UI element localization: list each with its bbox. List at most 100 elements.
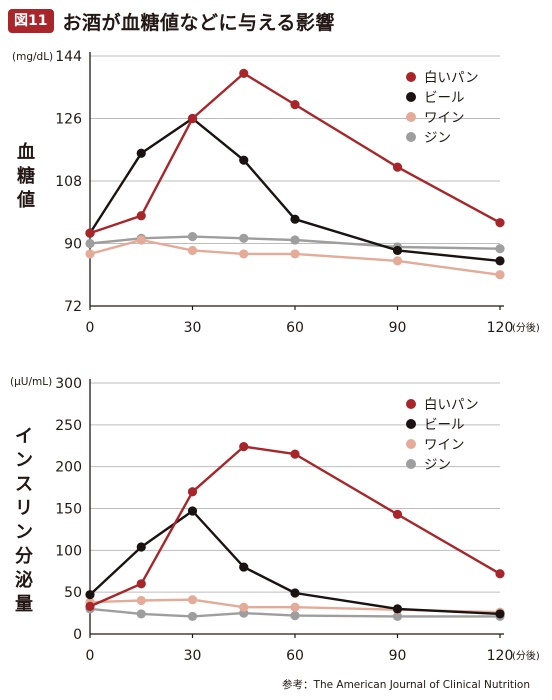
data-point [392, 245, 403, 256]
data-point [290, 100, 300, 110]
figure-title: お酒が血糖値などに与える影響 [62, 11, 335, 34]
data-point [136, 595, 146, 606]
data-point [392, 604, 403, 614]
data-point [392, 611, 403, 622]
data-point [239, 68, 249, 78]
data-point [187, 113, 198, 124]
data-point [495, 244, 505, 254]
legend-label: ジン [424, 457, 451, 473]
data-point [239, 562, 249, 572]
data-point [239, 441, 249, 452]
legend-marker [406, 92, 416, 102]
data-point [187, 611, 198, 622]
x-tick-label: 120 [487, 648, 514, 664]
data-point [495, 569, 505, 579]
x-tick-label: 60 [286, 320, 304, 336]
legend-label: 白いパン [424, 70, 479, 86]
y-tick-label: 108 [55, 174, 82, 190]
legend-label: ワイン [424, 437, 465, 453]
y-tick-label: 200 [55, 460, 82, 476]
y-axis-label-char: ス [15, 474, 33, 495]
data-point [187, 245, 198, 256]
y-tick-label: 150 [55, 502, 82, 518]
x-tick-label: 90 [389, 648, 407, 664]
y-axis-label-char: ン [15, 522, 33, 543]
data-point [85, 249, 95, 259]
y-tick-label: 250 [55, 418, 82, 434]
data-point [239, 233, 249, 243]
y-axis-unit: (mg/dL) [12, 51, 53, 63]
y-axis-label-char: 分 [15, 546, 33, 567]
legend-label: ビール [424, 417, 465, 433]
y-tick-label: 72 [64, 299, 82, 315]
x-axis-unit: (分後) [512, 649, 540, 662]
data-point [392, 256, 403, 266]
legend-label: ビール [424, 90, 465, 106]
data-point [290, 602, 300, 612]
data-point [239, 249, 249, 259]
legend-marker [406, 459, 416, 469]
figure-number-badge: 図11 [8, 9, 55, 33]
x-tick-label: 30 [184, 320, 202, 336]
legend-label: 白いパン [424, 397, 479, 413]
legend-label: ワイン [424, 110, 465, 126]
x-tick-label: 30 [184, 648, 202, 664]
legend-marker [406, 72, 416, 82]
data-point [392, 509, 403, 519]
data-point [495, 218, 505, 228]
data-point [290, 235, 300, 245]
data-point [239, 155, 249, 165]
y-axis-label-char: 糖 [17, 165, 35, 187]
legend-marker [406, 439, 416, 449]
legend-label: ジン [424, 130, 451, 146]
y-tick-label: 90 [64, 237, 82, 253]
y-tick-label: 100 [55, 543, 82, 559]
data-point [136, 211, 146, 221]
data-point [85, 228, 95, 238]
data-point [239, 602, 249, 612]
data-point [290, 610, 300, 621]
legend-marker [406, 132, 416, 142]
series-line [89, 509, 501, 616]
data-point [495, 270, 505, 280]
data-point [187, 506, 198, 516]
y-axis-label-char: リ [15, 498, 33, 519]
x-tick-label: 60 [286, 648, 304, 664]
data-point [85, 601, 95, 611]
y-tick-label: 50 [64, 585, 82, 601]
y-axis-label-char: 量 [15, 593, 33, 615]
data-point [136, 579, 146, 589]
data-point [290, 249, 300, 259]
x-tick-label: 90 [389, 320, 407, 336]
figure-header: 図11 お酒が血糖値などに与える影響 [8, 6, 335, 36]
source-citation: 参考：The American Journal of Clinical Nutr… [282, 679, 530, 691]
legend-marker [406, 399, 416, 409]
data-point [136, 609, 146, 619]
legend-marker [406, 419, 416, 429]
insulin-chart: 0 50 100 150 200 250 300 0 30 60 90 120(分後) (μU/mL) イ… [10, 376, 540, 664]
y-axis-label-char: 値 [16, 189, 35, 211]
y-axis-label-char: 泌 [15, 569, 33, 591]
y-axis-unit: (μU/mL) [10, 376, 52, 388]
x-axis-unit: (分後) [512, 321, 540, 334]
data-point [495, 256, 505, 266]
blood-glucose-chart: 72 90 108 126 144 0 30 60 90 120(分後) (mg/dL) 血糖値 白いパ… [12, 49, 540, 336]
data-point [85, 238, 95, 249]
y-tick-label: 126 [55, 112, 82, 128]
y-tick-label: 144 [55, 49, 82, 65]
y-axis-label-char: ン [15, 450, 33, 471]
y-axis-label-char: イ [15, 426, 33, 447]
data-point [136, 542, 146, 552]
data-point [290, 214, 300, 224]
data-point [187, 487, 198, 497]
data-point [290, 588, 300, 598]
data-point [392, 162, 403, 172]
x-tick-label: 0 [86, 320, 95, 336]
y-tick-label: 300 [55, 376, 82, 392]
x-tick-label: 120 [487, 320, 514, 336]
data-point [187, 595, 198, 605]
x-tick-label: 0 [86, 648, 95, 664]
legend-marker [406, 112, 416, 122]
